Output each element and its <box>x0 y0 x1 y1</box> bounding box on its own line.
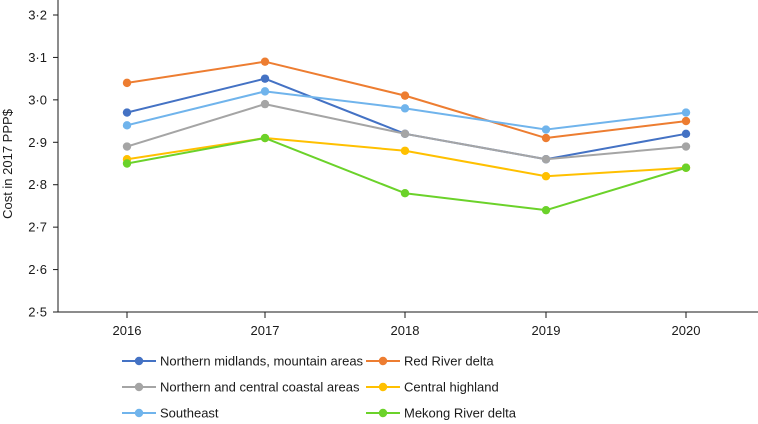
legend-swatch-marker <box>134 382 144 392</box>
data-point <box>400 129 410 138</box>
data-point <box>541 155 551 164</box>
data-point <box>260 74 270 83</box>
data-point <box>122 108 132 117</box>
x-tick-label: 2017 <box>251 323 280 338</box>
legend-swatch-marker <box>378 382 388 392</box>
data-point <box>122 159 132 168</box>
data-point <box>681 163 691 172</box>
y-tick-label: 2·5 <box>28 305 47 320</box>
series-1 <box>122 57 691 143</box>
data-point <box>400 146 410 155</box>
series-5 <box>122 133 691 215</box>
series-line <box>126 60 687 140</box>
legend-label: Southeast <box>160 406 219 421</box>
data-point <box>400 91 410 100</box>
legend-label: Mekong River delta <box>404 406 517 421</box>
legend: Northern midlands, mountain areas Red Riv… <box>122 354 517 421</box>
data-point <box>541 133 551 143</box>
data-point <box>681 142 691 151</box>
data-point <box>541 205 551 215</box>
legend-label: Northern midlands, mountain areas <box>160 354 364 369</box>
data-point <box>681 129 691 138</box>
x-tick-label: 2020 <box>672 323 701 338</box>
data-point <box>260 99 270 109</box>
legend-item: Red River delta <box>366 354 494 369</box>
data-point <box>260 133 270 143</box>
x-tick-label: 2018 <box>391 323 420 338</box>
series-line <box>126 137 687 178</box>
legend-label: Northern and central coastal areas <box>160 380 360 395</box>
series-2 <box>122 99 691 164</box>
legend-item: Mekong River delta <box>366 406 517 421</box>
data-point <box>400 104 410 113</box>
y-tick-label: 2·6 <box>28 262 47 277</box>
x-axis: 2016 2017 2018 2019 2020 <box>58 311 758 338</box>
legend-swatch-marker <box>134 408 144 418</box>
data-point <box>122 121 132 130</box>
legend-label: Central highland <box>404 380 499 395</box>
legend-swatch-marker <box>378 356 388 366</box>
legend-label: Red River delta <box>404 354 494 369</box>
data-point <box>681 108 691 117</box>
legend-swatch-marker <box>378 408 388 418</box>
y-axis: 2·5 2·6 2·7 2·8 2·9 3·0 3·1 3·2 <box>28 0 59 320</box>
y-tick-label: 2·9 <box>28 135 47 150</box>
data-point <box>541 125 551 134</box>
x-tick-label: 2016 <box>113 323 142 338</box>
legend-item: Southeast <box>122 406 219 421</box>
data-point <box>400 189 410 198</box>
y-tick-label: 3·1 <box>28 50 47 65</box>
series-4 <box>122 87 691 134</box>
data-point <box>260 57 270 66</box>
data-point <box>122 142 132 151</box>
legend-item: Central highland <box>366 380 499 395</box>
data-point <box>541 172 551 181</box>
legend-swatch-marker <box>134 356 144 366</box>
legend-item: Northern midlands, mountain areas <box>122 354 364 369</box>
data-point <box>260 87 270 96</box>
series-3 <box>122 133 691 181</box>
data-point <box>122 78 132 88</box>
x-tick-label: 2019 <box>532 323 561 338</box>
y-tick-label: 3·0 <box>28 92 47 107</box>
y-axis-title: Cost in 2017 PPP$ <box>0 108 15 219</box>
data-point <box>681 116 691 126</box>
y-tick-label: 2·7 <box>28 220 47 235</box>
legend-item: Northern and central coastal areas <box>122 380 360 395</box>
y-tick-label: 2·8 <box>28 177 47 192</box>
y-tick-label: 3·2 <box>28 8 47 23</box>
series-layer <box>122 57 691 215</box>
